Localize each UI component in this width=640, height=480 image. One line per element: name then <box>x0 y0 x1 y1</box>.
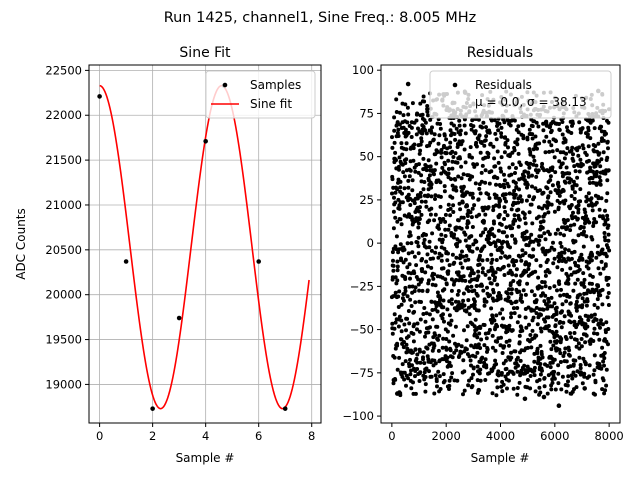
residual-point <box>582 386 587 391</box>
residuals-xtick-label: 8000 <box>594 429 623 443</box>
residuals-ytick-label: 75 <box>359 106 374 120</box>
residuals-ytick-label: 50 <box>359 150 374 164</box>
sine-fit-axes-frame <box>88 64 322 424</box>
sine-fit-curve <box>99 84 310 410</box>
sample-point <box>176 315 182 321</box>
residuals-title: Residuals <box>467 45 533 61</box>
residual-point <box>394 391 400 396</box>
residuals-legend: Residuals μ = 0.0, σ = 38.13 <box>429 70 612 119</box>
sine-fit-ytick-label: 20000 <box>45 288 82 302</box>
legend-samples-label: Samples <box>250 78 301 92</box>
sample-point <box>97 94 102 99</box>
sine-fit-ylabel: ADC Counts <box>14 208 28 280</box>
residuals-ytick-label: −100 <box>342 409 374 423</box>
sine-fit-ytick-label: 20500 <box>45 243 82 257</box>
sample-point <box>123 259 129 264</box>
sine-fit-xtick-label: 0 <box>96 429 103 443</box>
residuals-xtick-label: 4000 <box>486 429 515 443</box>
sample-point <box>256 259 261 264</box>
sine-fit-legend: Samples Sine fit <box>205 70 316 119</box>
sine-fit-plot-area <box>97 83 310 411</box>
residual-point <box>476 387 482 393</box>
residuals-xtick-label: 0 <box>388 429 395 443</box>
residuals-ytick-label: −50 <box>350 323 374 337</box>
residuals-ytick-label: −75 <box>350 366 374 380</box>
sine-fit-ytick-label: 19500 <box>45 333 82 347</box>
sine-fit-xtick-label: 4 <box>202 429 209 443</box>
residual-point <box>522 396 528 402</box>
figure-suptitle: Run 1425, channel1, Sine Freq.: 8.005 MH… <box>164 10 477 26</box>
residuals-panel: Residuals 0 2000 4000 6000 8000 −100 −75 −50 −25… <box>342 45 623 465</box>
sine-fit-ytick-label: 22500 <box>45 63 82 77</box>
residuals-plot-area <box>389 81 612 409</box>
sine-fit-xtick-label: 6 <box>255 429 262 443</box>
residuals-xtick-label: 2000 <box>432 429 461 443</box>
sine-fit-ytick-label: 21500 <box>45 153 82 167</box>
residual-point <box>541 394 547 400</box>
residuals-legend-box <box>429 70 612 119</box>
sine-fit-ytick-label: 22000 <box>45 108 82 122</box>
sine-fit-xlabel: Sample # <box>176 451 235 465</box>
legend-residuals-label: Residuals <box>475 78 532 92</box>
legend-stats-label: μ = 0.0, σ = 38.13 <box>475 95 587 109</box>
residuals-ytick-label: 0 <box>367 236 374 250</box>
sine-fit-grid <box>89 65 321 423</box>
residuals-ytick-label: 100 <box>352 63 374 77</box>
sine-fit-ytick-label: 21000 <box>45 198 82 212</box>
sine-fit-ytick-label: 19000 <box>45 377 82 391</box>
sample-point <box>203 138 208 144</box>
sine-fit-title: Sine Fit <box>179 45 231 61</box>
sine-fit-legend-box <box>205 70 316 119</box>
sine-fit-panel: Sine Fit 0 2 4 6 8 19000 19500 20000 20500 21000 2… <box>14 45 322 465</box>
legend-sine-fit-label: Sine fit <box>250 97 292 111</box>
sine-fit-xtick-label: 2 <box>149 429 156 443</box>
sample-point <box>282 406 288 411</box>
residuals-ytick-label: −25 <box>350 279 374 293</box>
legend-samples-marker <box>222 82 228 88</box>
residuals-xtick-label: 6000 <box>540 429 569 443</box>
residuals-ytick-label: 25 <box>359 193 374 207</box>
sample-point <box>150 406 155 411</box>
residuals-xlabel: Sample # <box>471 451 530 465</box>
legend-residuals-marker <box>452 82 458 88</box>
residual-point <box>405 81 411 87</box>
residuals-ticks: 0 2000 4000 6000 8000 −100 −75 −50 −25 0 25 50 75 100 <box>342 63 623 443</box>
residual-points-cloud <box>389 89 612 398</box>
residual-point <box>556 403 562 409</box>
sine-fit-ticks: 0 2 4 6 8 19000 19500 20000 20500 21000 21500 22000… <box>45 63 315 443</box>
sine-fit-xtick-label: 8 <box>308 429 315 443</box>
